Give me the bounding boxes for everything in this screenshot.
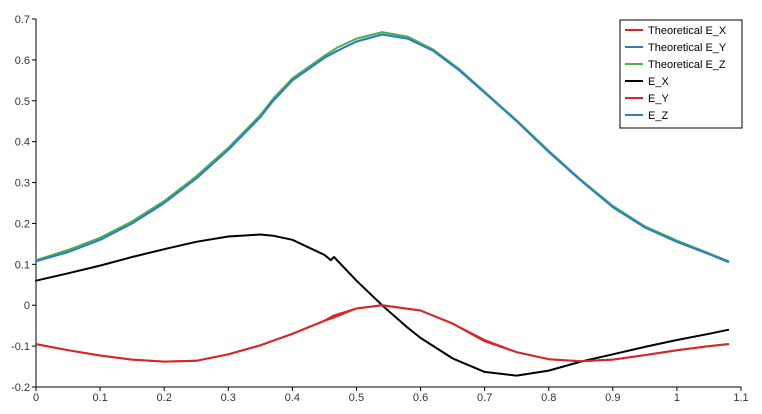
y-tick-label: -0.2	[11, 382, 30, 394]
series-line-e-z	[35, 33, 730, 263]
x-tick-label: 0.3	[221, 392, 236, 404]
x-tick-label: 0.5	[349, 392, 364, 404]
x-tick-label: 0	[33, 392, 39, 404]
y-tick-label: 0.6	[15, 55, 30, 67]
y-tick-label: 0	[24, 300, 30, 312]
y-tick-label: 0.7	[15, 14, 30, 26]
y-tick-label: 0.1	[15, 259, 30, 271]
y-tick-label: 0.3	[15, 178, 30, 190]
x-tick-label: 1	[674, 392, 680, 404]
y-tick-label: 0.2	[15, 218, 30, 230]
x-tick-label: 1.1	[733, 392, 748, 404]
legend-label: Theoretical E_Y	[648, 42, 727, 54]
x-tick-label: 0.9	[605, 392, 620, 404]
x-tick-label: 0.6	[413, 392, 428, 404]
series-line-e-x	[35, 233, 730, 377]
y-tick-label: 0.5	[15, 96, 30, 108]
legend-label: E_Z	[648, 110, 668, 122]
y-tick-label: -0.1	[11, 341, 30, 353]
x-tick-label: 0.8	[541, 392, 556, 404]
series-line-e-y	[35, 304, 730, 363]
x-tick-label: 0.1	[92, 392, 107, 404]
legend: Theoretical E_X Theoretical E_Y Theoretica…	[619, 19, 743, 129]
axes: -0.2 -0.1 0 0.1 0.2 0.3 0.4 0.5 0.6 0.7 0 0.1 0.2 0.3…	[11, 14, 749, 404]
series-line-theoretical-e-x	[35, 304, 730, 363]
legend-label: E_Y	[648, 93, 669, 105]
x-tick-label: 0.2	[157, 392, 172, 404]
series-lines	[35, 31, 730, 377]
legend-label: E_X	[648, 76, 669, 88]
x-tick-label: 0.4	[285, 392, 300, 404]
legend-box	[619, 19, 743, 129]
y-tick-label: 0.4	[15, 137, 30, 149]
legend-label: Theoretical E_Z	[648, 59, 726, 71]
legend-label: Theoretical E_X	[648, 25, 727, 37]
x-tick-label: 0.7	[477, 392, 492, 404]
